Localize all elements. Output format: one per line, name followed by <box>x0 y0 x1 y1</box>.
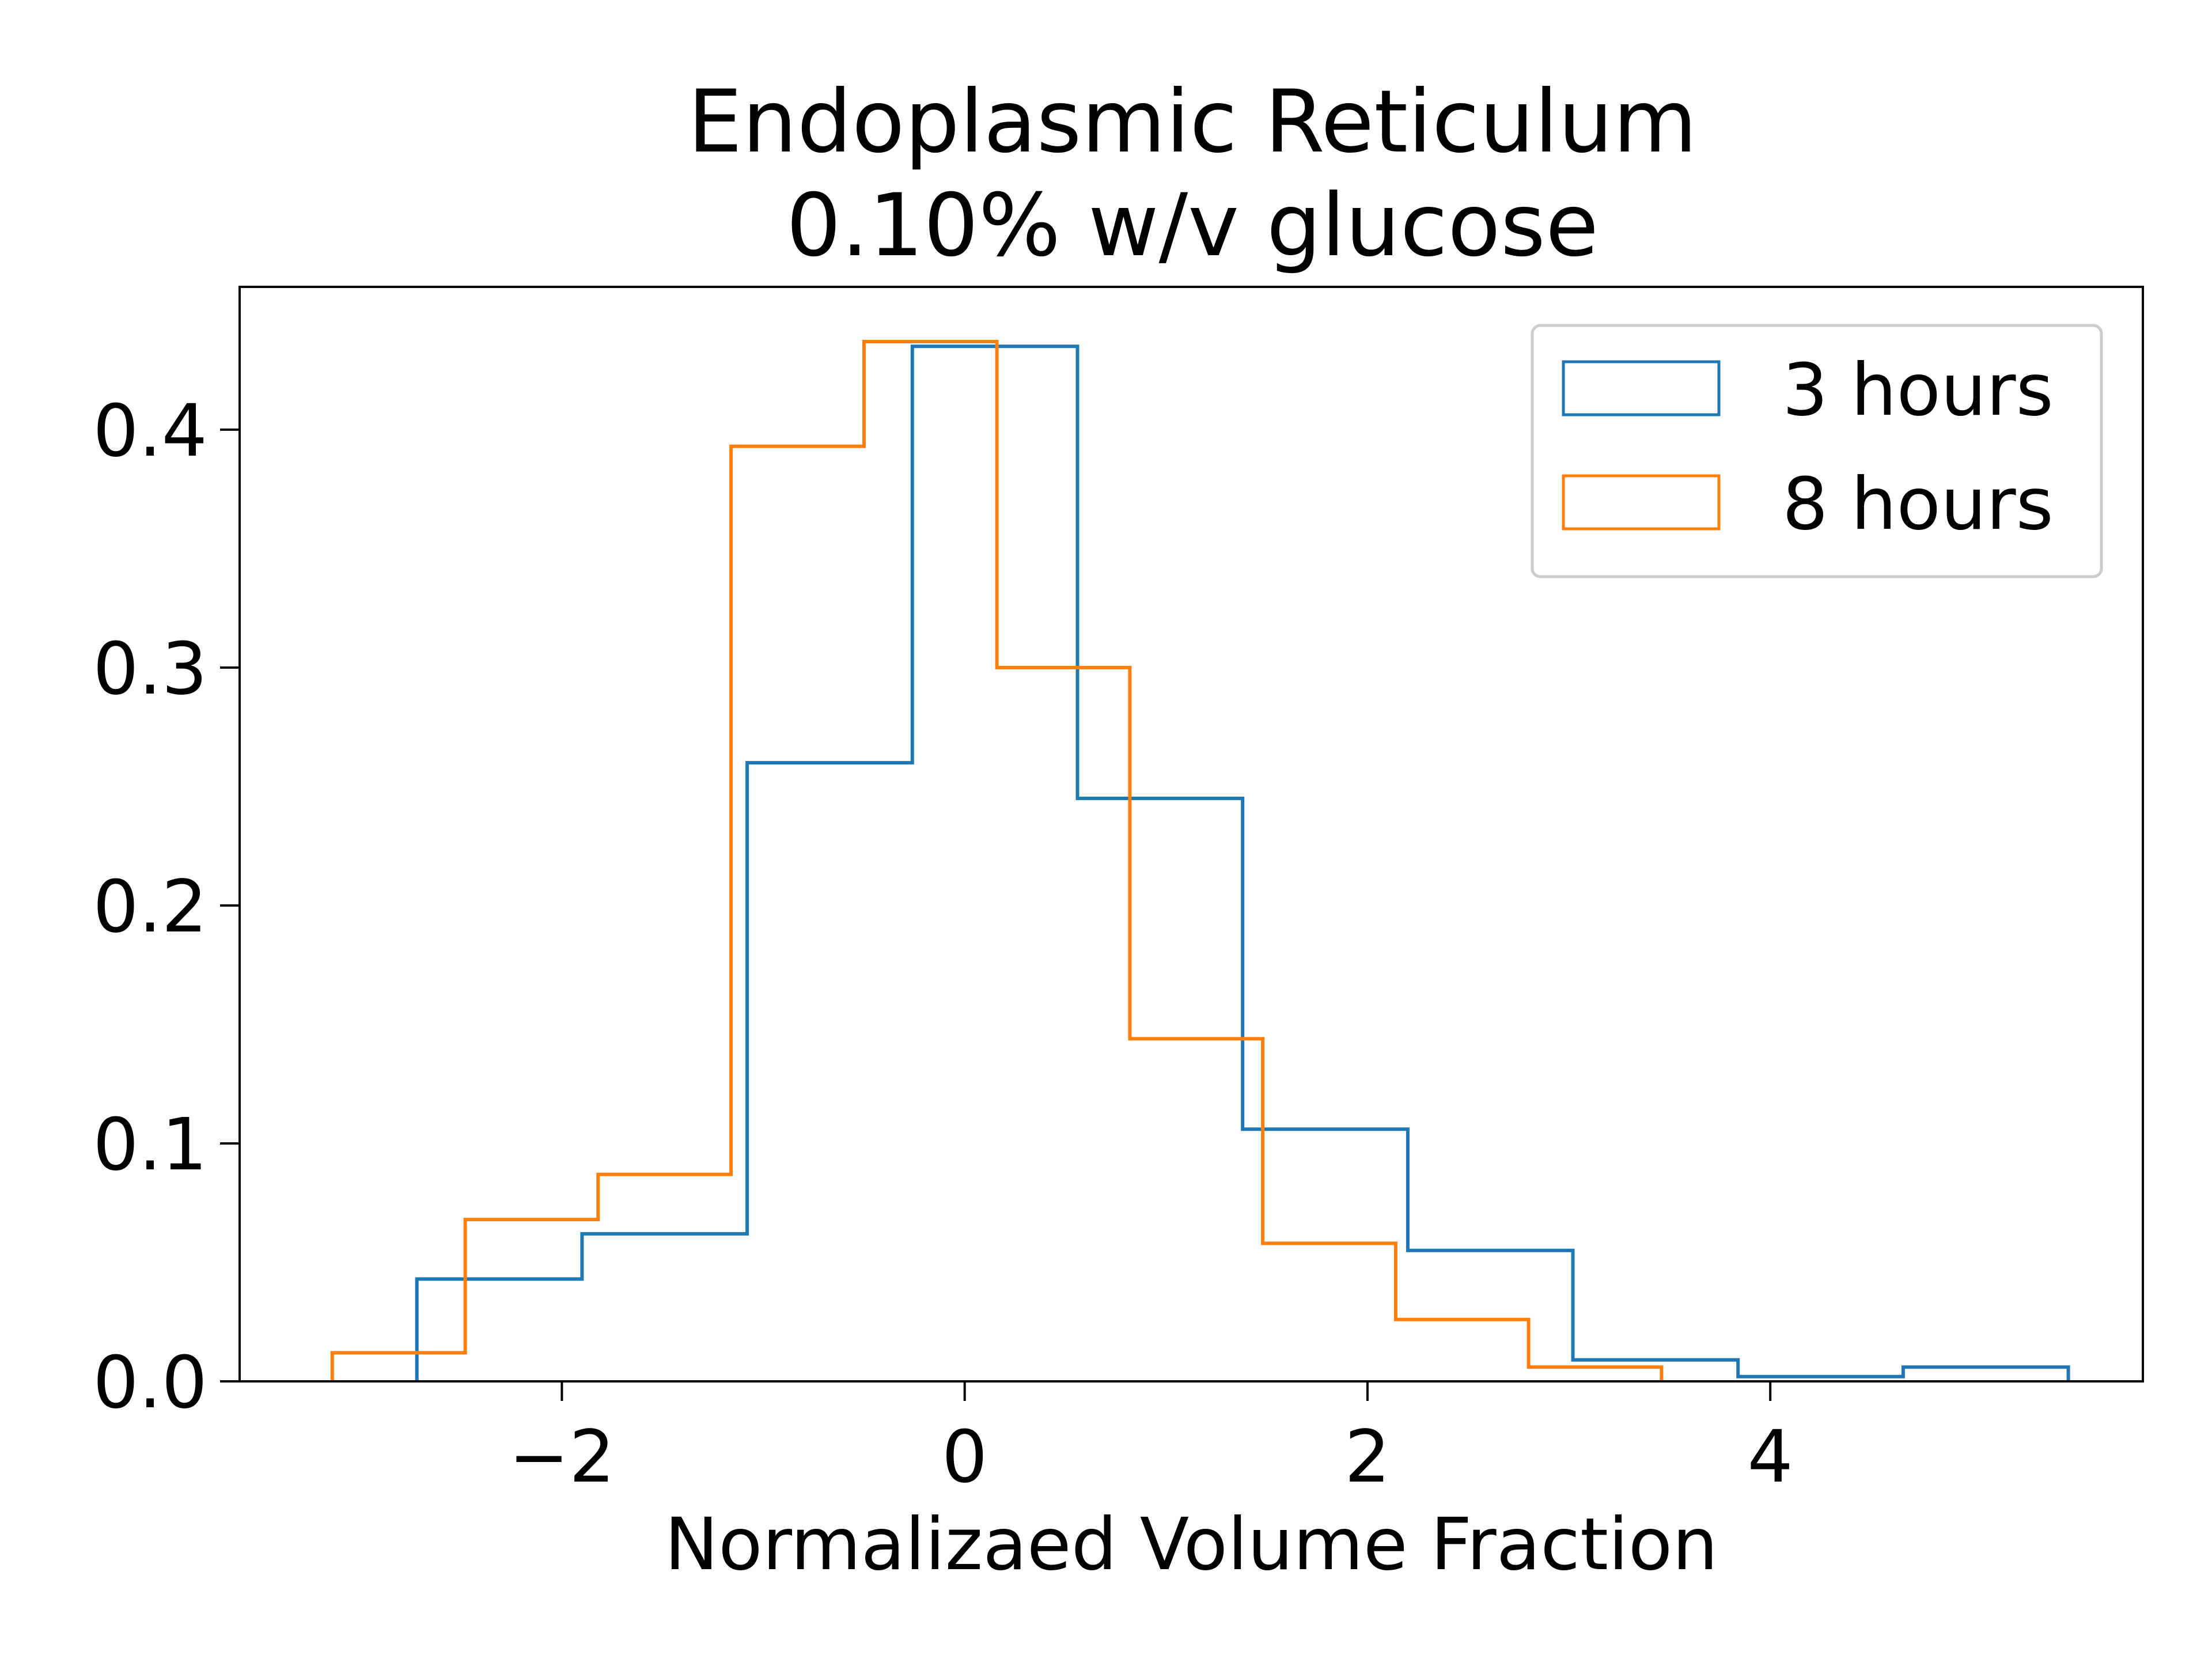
y-axis-ticks: 0.0 0.1 0.2 0.3 0.4 <box>93 389 240 1425</box>
x-tick-label: −2 <box>509 1415 615 1499</box>
chart-title-line-1: Endoplasmic Reticulum <box>688 72 1697 172</box>
legend-label-8-hours: 8 hours <box>1782 463 2054 546</box>
axes-frame <box>238 286 2144 1382</box>
y-tick-label: 0.0 <box>93 1341 207 1425</box>
x-tick-label: 0 <box>942 1415 988 1499</box>
y-tick-label: 0.2 <box>93 865 207 949</box>
chart-title-line-2: 0.10% w/v glucose <box>786 176 1599 276</box>
plot-area <box>330 340 2070 1381</box>
legend-frame <box>1531 324 2103 578</box>
histogram-series-2 <box>330 340 1664 1381</box>
y-tick-label: 0.1 <box>93 1103 207 1187</box>
legend-label-3-hours: 3 hours <box>1782 349 2054 432</box>
y-tick-label: 0.4 <box>93 389 207 473</box>
x-tick-label: 2 <box>1344 1415 1391 1499</box>
legend-swatch-8-hours <box>1562 474 1721 531</box>
x-axis-ticks: −2 0 2 4 <box>509 1381 1793 1499</box>
legend-swatch-3-hours <box>1562 360 1721 416</box>
legend: 3 hours 8 hours <box>1531 324 2103 578</box>
x-tick-label: 4 <box>1747 1415 1793 1499</box>
y-tick-label: 0.3 <box>93 627 207 711</box>
histogram-series-1 <box>415 344 2070 1381</box>
x-axis-label: Normalizaed Volume Fraction <box>665 1503 1718 1586</box>
